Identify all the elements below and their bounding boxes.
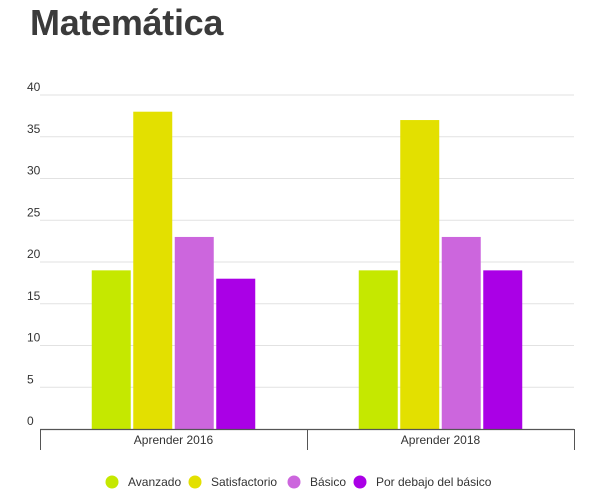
bar-b-sico-2	[441, 236, 481, 429]
y-tick-label: 10	[27, 331, 41, 345]
legend-swatch-satisfactorio	[188, 475, 202, 489]
y-tick-label: 40	[27, 80, 41, 94]
bar-por-debajo-del-b-sico-2	[483, 270, 523, 429]
legend-swatch-por-debajo-del-b-sico	[353, 475, 367, 489]
bar-satisfactorio-2	[400, 120, 440, 430]
y-tick-label: 0	[27, 414, 34, 428]
y-tick-label: 30	[27, 164, 41, 178]
legend-label: Por debajo del básico	[376, 475, 492, 489]
legend: Avanzado Satisfactorio Básico Por debajo de…	[105, 475, 492, 489]
legend-label: Avanzado	[128, 475, 181, 489]
bar-satisfactorio-1	[133, 111, 173, 429]
legend-label: Básico	[310, 475, 346, 489]
legend-label: Satisfactorio	[211, 475, 277, 489]
bar-avanzado-2	[358, 270, 398, 429]
bar-avanzado-1	[91, 270, 131, 429]
x-axis: Aprender 2016 Aprender 2018	[40, 428, 575, 450]
bars	[91, 111, 523, 430]
legend-swatch-avanzado	[105, 475, 119, 489]
y-tick-label: 35	[27, 122, 41, 136]
y-tick-label: 15	[27, 289, 41, 303]
bar-b-sico-1	[174, 236, 214, 429]
y-tick-label: 25	[27, 205, 41, 219]
bar-por-debajo-del-b-sico-1	[216, 278, 256, 429]
x-category-label: Aprender 2016	[134, 433, 214, 447]
chart-title: Matemática	[30, 2, 224, 43]
y-tick-label: 5	[27, 372, 34, 386]
x-category-label: Aprender 2018	[401, 433, 481, 447]
legend-swatch-b-sico	[287, 475, 301, 489]
y-tick-label: 20	[27, 247, 41, 261]
